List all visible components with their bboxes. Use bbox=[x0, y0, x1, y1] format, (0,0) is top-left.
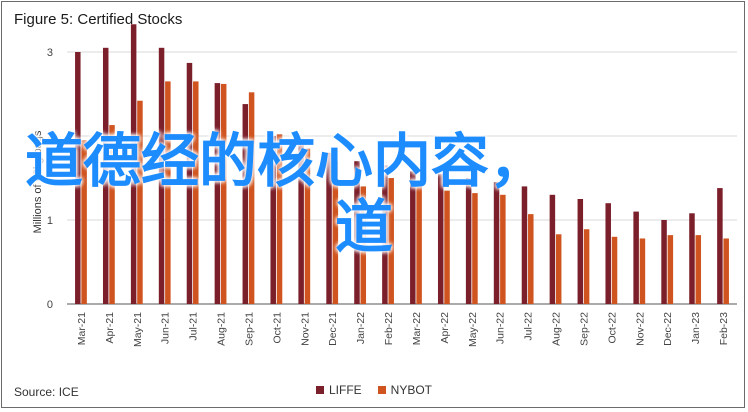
bar-nybot-apr-22 bbox=[444, 190, 450, 304]
y-tick-label: 0 bbox=[47, 299, 53, 311]
x-tick-label: Jun-22 bbox=[495, 312, 507, 344]
bar-liffe-nov-21 bbox=[298, 144, 304, 304]
x-tick-label: Dec-21 bbox=[327, 312, 339, 346]
x-tick-label: Jan-22 bbox=[355, 312, 367, 344]
bar-nybot-sep-21 bbox=[248, 92, 255, 304]
bar-liffe-aug-22 bbox=[549, 194, 556, 304]
x-tick-label: Apr-22 bbox=[439, 312, 451, 344]
bar-nybot-mar-22 bbox=[416, 182, 422, 304]
bar-chart: 0 1 2 3 Mar-21 Apr-21 May-21 Jun-21 Jul-21 Aug-2… bbox=[32, 24, 737, 347]
x-tick-label: Aug-22 bbox=[551, 312, 563, 346]
x-tick-label: Sep-22 bbox=[578, 312, 590, 346]
bar-liffe-sep-21 bbox=[242, 104, 249, 304]
bar-nybot-feb-22 bbox=[388, 178, 394, 304]
bar-liffe-oct-22 bbox=[605, 203, 611, 304]
bar-liffe-jun-22 bbox=[493, 182, 500, 304]
x-tick-label: Oct-22 bbox=[606, 312, 618, 344]
x-tick-label: Feb-23 bbox=[718, 312, 730, 345]
legend-label: NYBOT bbox=[390, 383, 432, 397]
bar-liffe-feb-22 bbox=[382, 165, 388, 304]
bar-nybot-sep-22 bbox=[583, 229, 590, 304]
bar-liffe-dec-22 bbox=[661, 220, 667, 304]
x-tick-label: Jun-21 bbox=[160, 312, 172, 344]
bar-liffe-apr-22 bbox=[437, 173, 444, 304]
y-tick-label: 3 bbox=[47, 47, 53, 59]
bar-nybot-apr-21 bbox=[109, 125, 115, 304]
legend-swatch bbox=[315, 386, 324, 394]
bar-nybot-jan-23 bbox=[695, 235, 702, 304]
bar-liffe-feb-23 bbox=[717, 188, 723, 304]
bar-nybot-may-21 bbox=[137, 100, 143, 304]
bar-liffe-aug-21 bbox=[214, 83, 221, 304]
bar-nybot-jul-21 bbox=[193, 81, 199, 305]
x-tick-label: Mar-22 bbox=[411, 312, 423, 345]
bar-liffe-oct-21 bbox=[270, 136, 276, 304]
y-tick-label: 2 bbox=[47, 131, 53, 143]
x-tick-label: Sep-21 bbox=[243, 312, 255, 346]
x-tick-label: Aug-21 bbox=[216, 312, 228, 346]
bar-nybot-feb-23 bbox=[723, 238, 729, 304]
x-tick-label: Jan-23 bbox=[690, 312, 702, 344]
bar-liffe-dec-21 bbox=[326, 152, 332, 304]
y-axis-label: Millions of 60kg bags bbox=[32, 130, 44, 233]
x-tick-label: Nov-22 bbox=[634, 312, 646, 346]
bar-nybot-may-22 bbox=[472, 193, 478, 304]
bar-nybot-nov-21 bbox=[304, 148, 311, 304]
bar-liffe-mar-22 bbox=[410, 171, 416, 304]
bar-liffe-nov-22 bbox=[633, 211, 639, 304]
bar-nybot-jul-22 bbox=[528, 214, 534, 304]
legend-item-liffe: LIFFE bbox=[315, 383, 362, 397]
legend: LIFFE NYBOT bbox=[2, 383, 746, 397]
x-tick-label: Dec-22 bbox=[662, 312, 674, 346]
bar-liffe-may-22 bbox=[465, 178, 472, 304]
y-tick-label: 1 bbox=[47, 215, 53, 227]
bar-liffe-jun-21 bbox=[158, 47, 165, 305]
chart-title: Figure 5: Certified Stocks bbox=[14, 11, 183, 28]
watermark-overlay-text: 道德经的核心内容， 道 bbox=[25, 128, 725, 260]
bar-nybot-jan-22 bbox=[360, 186, 367, 304]
bar-nybot-oct-22 bbox=[611, 236, 618, 304]
bars bbox=[75, 24, 729, 305]
bar-nybot-jun-21 bbox=[165, 81, 171, 305]
bar-nybot-dec-21 bbox=[332, 161, 339, 304]
legend-label: LIFFE bbox=[328, 383, 362, 397]
x-tick-label: Nov-21 bbox=[299, 312, 311, 346]
x-tick-label: Jul-22 bbox=[523, 312, 535, 341]
bar-nybot-oct-21 bbox=[276, 134, 283, 304]
bar-liffe-jul-22 bbox=[521, 186, 528, 304]
bar-liffe-jul-21 bbox=[186, 62, 193, 304]
gridlines bbox=[67, 51, 737, 305]
y-tick-labels: 0 1 2 3 bbox=[47, 47, 53, 311]
bar-nybot-dec-22 bbox=[667, 235, 674, 304]
x-tick-label: May-21 bbox=[132, 312, 144, 347]
x-tick-label: Jul-21 bbox=[188, 312, 200, 341]
bar-liffe-apr-21 bbox=[102, 47, 109, 305]
overlay-line-2: 道 bbox=[335, 193, 394, 261]
x-tick-label: May-22 bbox=[467, 312, 479, 347]
source-note: Source: ICE bbox=[14, 385, 79, 399]
x-tick-labels: Mar-21 Apr-21 May-21 Jun-21 Jul-21 Aug-21 Sep-… bbox=[76, 312, 730, 347]
x-tick-label: Feb-22 bbox=[383, 312, 395, 345]
x-tick-label: Oct-21 bbox=[271, 312, 283, 344]
bar-nybot-nov-22 bbox=[639, 238, 646, 304]
x-tick-label: Mar-21 bbox=[76, 312, 88, 345]
bar-nybot-aug-22 bbox=[555, 234, 562, 304]
legend-swatch bbox=[377, 386, 386, 394]
bar-liffe-sep-22 bbox=[577, 199, 584, 304]
bar-liffe-jan-22 bbox=[354, 161, 360, 304]
legend-item-nybot: NYBOT bbox=[377, 383, 432, 397]
x-tick-label: Apr-21 bbox=[104, 312, 116, 344]
bar-nybot-mar-21 bbox=[81, 140, 87, 304]
overlay-line-1: 道德经的核心内容， bbox=[25, 127, 548, 195]
bar-liffe-jan-23 bbox=[689, 213, 695, 304]
bar-nybot-jun-22 bbox=[500, 194, 506, 304]
bar-liffe-mar-21 bbox=[75, 52, 81, 304]
bar-liffe-may-21 bbox=[130, 24, 137, 305]
bar-nybot-aug-21 bbox=[220, 83, 227, 304]
